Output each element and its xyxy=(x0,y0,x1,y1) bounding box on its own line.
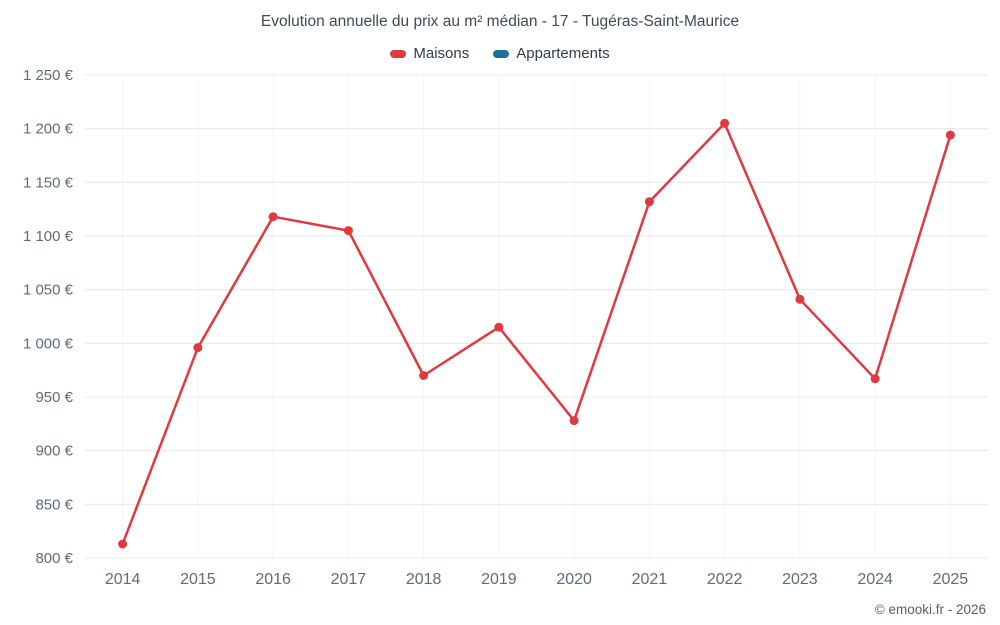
x-axis-tick-label: 2018 xyxy=(406,571,442,588)
y-axis-tick-label: 1 000 € xyxy=(23,335,74,352)
legend-item-appartements[interactable]: Appartements xyxy=(493,45,610,62)
legend-label-appartements: Appartements xyxy=(516,45,610,62)
data-point-2015[interactable] xyxy=(193,343,203,353)
data-point-2014[interactable] xyxy=(118,539,128,549)
x-axis-tick-label: 2019 xyxy=(481,571,517,588)
y-axis-tick-label: 1 150 € xyxy=(23,174,74,191)
x-axis-tick-label: 2020 xyxy=(556,571,592,588)
y-axis-tick-label: 1 050 € xyxy=(23,282,74,299)
series-line-maisons xyxy=(121,122,952,546)
y-axis-tick-label: 800 € xyxy=(35,550,73,567)
maisons-series-swatch-icon xyxy=(390,49,407,58)
x-axis-tick-label: 2016 xyxy=(255,571,291,588)
chart-legend: Maisons Appartements xyxy=(0,45,1000,62)
y-axis-tick-label: 900 € xyxy=(35,443,73,460)
data-point-2022[interactable] xyxy=(720,118,730,128)
x-axis-tick-label: 2021 xyxy=(632,571,668,588)
chart-title: Evolution annuelle du prix au m² médian … xyxy=(260,13,740,30)
data-point-2017[interactable] xyxy=(343,226,353,236)
data-point-2024[interactable] xyxy=(870,374,880,384)
x-axis-tick-label: 2024 xyxy=(857,571,893,588)
y-axis-tick-label: 1 100 € xyxy=(23,228,74,245)
y-axis-tick-label: 950 € xyxy=(35,389,73,406)
x-axis-tick-label: 2014 xyxy=(105,571,141,588)
y-axis-tick-label: 850 € xyxy=(35,496,73,513)
x-axis-tick-label: 2025 xyxy=(933,571,969,588)
x-axis-tick-label: 2022 xyxy=(707,571,743,588)
x-axis-tick-label: 2023 xyxy=(782,571,818,588)
legend-item-maisons[interactable]: Maisons xyxy=(390,45,469,62)
data-point-2020[interactable] xyxy=(569,416,579,426)
copyright: © emooki.fr - 2026 xyxy=(874,602,986,617)
y-axis-tick-label: 1 200 € xyxy=(23,121,74,138)
data-point-2019[interactable] xyxy=(494,322,504,332)
data-point-2016[interactable] xyxy=(268,212,278,222)
data-point-2023[interactable] xyxy=(795,294,805,304)
x-axis-tick-label: 2017 xyxy=(331,571,367,588)
data-point-2025[interactable] xyxy=(945,130,955,140)
data-point-2021[interactable] xyxy=(644,197,654,207)
y-axis-tick-label: 1 250 € xyxy=(23,67,74,84)
legend-label-maisons: Maisons xyxy=(413,45,470,62)
appartements-series-swatch-icon xyxy=(493,49,510,58)
data-point-2018[interactable] xyxy=(419,371,429,380)
x-axis-tick-label: 2015 xyxy=(180,571,216,588)
